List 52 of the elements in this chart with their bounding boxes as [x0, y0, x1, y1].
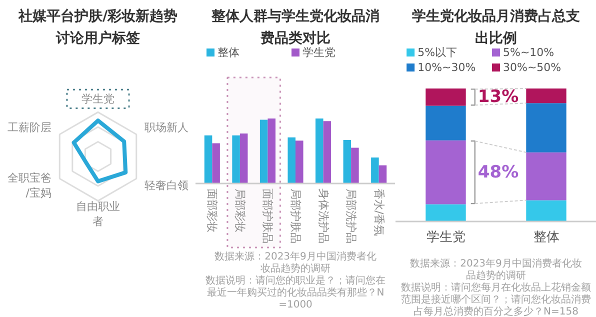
- bar: [526, 103, 566, 152]
- bar: [240, 133, 248, 184]
- bar: [526, 200, 566, 222]
- bar: [426, 140, 466, 204]
- legend-label: 整体: [218, 46, 240, 59]
- x-tick-label: 整体: [533, 230, 560, 245]
- x-tick-label: 局部护肤品: [289, 188, 302, 244]
- bar: [288, 137, 296, 184]
- x-tick-label: 香水/香氛: [372, 188, 386, 236]
- legend-label: 30%~50%: [503, 61, 562, 74]
- bar: [204, 135, 212, 184]
- chart-title: 学生党化妆品月消费占总支出比例: [412, 8, 580, 46]
- bar: [526, 152, 566, 200]
- spoke-label: 学生党: [82, 92, 114, 106]
- source-note: 数据来源：2023年9月中国消费者化妆品趋势的调研: [214, 250, 376, 274]
- legend-label: 学生党: [302, 46, 336, 59]
- bar: [351, 148, 359, 184]
- x-tick-label: 面部护肤品: [261, 188, 274, 244]
- bar: [426, 204, 466, 222]
- x-tick-label: 学生党: [426, 230, 466, 245]
- bar: [268, 118, 276, 184]
- spoke-label: 轻奢白领: [144, 178, 189, 192]
- bar: [212, 143, 220, 184]
- x-tick-label: 局部彩妆: [233, 188, 246, 232]
- x-tick-label: 局部洗护品: [344, 188, 358, 244]
- legend-label: 5%~10%: [503, 46, 554, 59]
- spoke-label: 自由职业者: [76, 200, 120, 228]
- bar: [316, 118, 324, 184]
- bar: [371, 158, 379, 184]
- bar: [232, 135, 240, 184]
- source-note: 数据来源：2023年9月中国消费者化妆品趋势的调研: [410, 258, 582, 282]
- spoke-label: 全职宝爸/宝妈: [7, 171, 52, 200]
- bar: [323, 121, 332, 184]
- x-tick-label: 面部彩妆: [206, 188, 219, 232]
- text: 数据说明：请问您的职业是？；请问您在最近一年购买过的化妆品品类有那些？N=1000: [206, 274, 386, 310]
- annotation: 13%: [478, 87, 519, 108]
- bar: [426, 88, 466, 106]
- bar: [296, 140, 304, 184]
- chart-title: 社媒平台护肤/彩妆新趋势讨论用户标签: [17, 8, 178, 46]
- spoke-label: 工薪阶层: [7, 121, 52, 134]
- legend-label: 10%~30%: [418, 61, 476, 74]
- spoke-label: 职场新人: [144, 121, 189, 134]
- annotation: 48%: [478, 162, 519, 182]
- bar: [378, 165, 387, 184]
- bar: [343, 140, 352, 184]
- bar: [426, 106, 466, 140]
- bar: [526, 88, 566, 104]
- text: 数据说明：请问您每月在化妆品上花销金额范围是接近哪个区间？；请问您化妆品消费占每月总消费的百分之多少？N=158: [401, 282, 591, 317]
- legend-label: 5%以下: [418, 46, 458, 59]
- x-tick-label: 身体洗护品: [316, 188, 330, 244]
- bar: [260, 120, 268, 184]
- chart-title: 整体人群与学生党化妆品消费品类对比: [210, 8, 380, 46]
